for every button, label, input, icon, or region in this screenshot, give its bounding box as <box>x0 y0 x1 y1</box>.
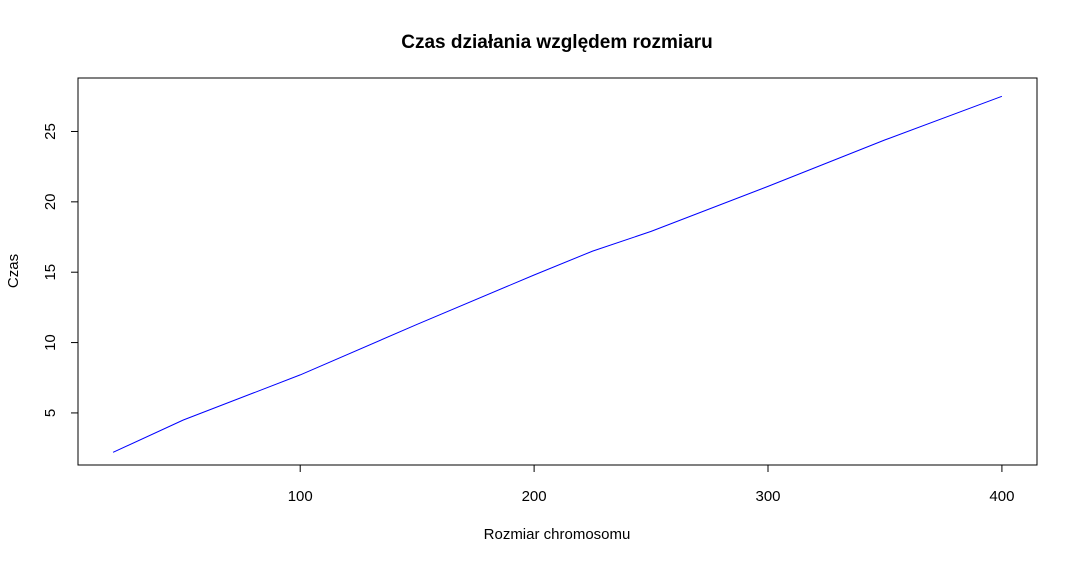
x-tick-label: 100 <box>288 488 313 505</box>
y-tick-label: 15 <box>42 264 59 281</box>
x-tick-label: 200 <box>522 488 547 505</box>
y-axis: 5 10 15 20 25 <box>42 123 79 417</box>
y-tick-label: 25 <box>42 123 59 140</box>
plot-frame <box>77 77 1038 466</box>
series-layer <box>112 95 1003 453</box>
x-tick-label: 400 <box>989 488 1014 505</box>
x-axis: 100 200 300 400 <box>288 464 1014 505</box>
chart-title: Czas działania względem rozmiaru <box>401 32 712 53</box>
x-axis-label: Rozmiar chromosomu <box>484 526 631 543</box>
y-tick-label: 20 <box>42 193 59 210</box>
series-line-1 <box>112 95 1003 453</box>
x-tick-label: 300 <box>755 488 780 505</box>
y-axis-label: Czas <box>5 254 22 288</box>
y-tick-label: 5 <box>42 409 59 417</box>
y-tick-label: 10 <box>42 334 59 351</box>
